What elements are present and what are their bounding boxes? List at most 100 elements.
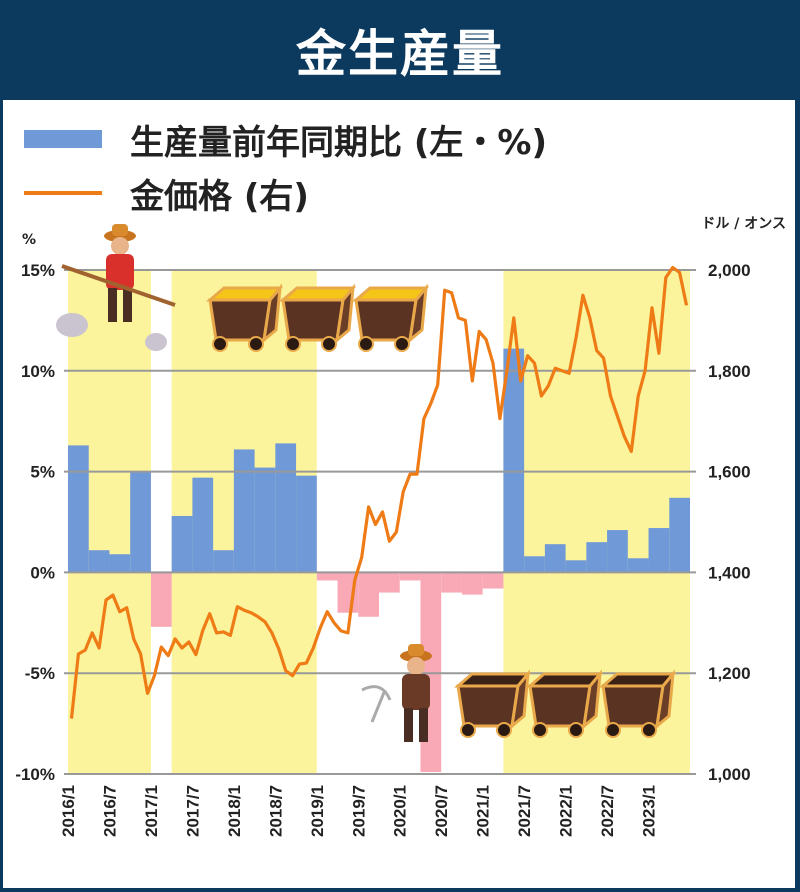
leg <box>404 708 413 742</box>
legend-label: 金価格 (右) <box>130 176 309 217</box>
cart-top <box>278 286 357 302</box>
bar-1 <box>88 550 110 573</box>
bar-24 <box>565 560 587 573</box>
bar-26 <box>607 530 628 573</box>
bar-8 <box>233 449 255 573</box>
bar-9 <box>254 467 276 573</box>
hat-top <box>408 644 424 656</box>
bar-2 <box>109 554 131 573</box>
bar-20 <box>482 572 504 589</box>
left-tick-label: 10% <box>21 362 55 381</box>
cart-wheel <box>460 722 476 738</box>
cart-side <box>654 669 675 730</box>
x-tick-label: 2019/1 <box>308 785 327 837</box>
bar-6 <box>192 477 214 573</box>
leg <box>123 288 132 322</box>
right-axis-unit: ドル / オンス <box>701 216 786 232</box>
left-tick-label: 5% <box>30 463 55 482</box>
x-tick-label: 2018/7 <box>266 785 285 837</box>
hat-top <box>112 224 128 236</box>
miner-shovel-icon <box>104 224 136 322</box>
empty-cart-icon <box>525 669 604 738</box>
left-tick-label: -10% <box>15 765 55 784</box>
gold-cart-icon <box>278 283 357 352</box>
empty-cart-icon <box>453 669 532 738</box>
empty-cart-icon <box>598 669 677 738</box>
legend-item-gold-price: 金価格 (右) <box>24 166 547 220</box>
bar-15 <box>379 572 400 593</box>
x-tick-label: 2021/7 <box>515 785 534 837</box>
legend-item-production: 生産量前年同期比 (左・%) <box>24 112 547 166</box>
body <box>106 254 134 290</box>
cart-body <box>456 684 520 728</box>
x-tick-label: 2017/1 <box>142 785 161 837</box>
x-tick-label: 2022/7 <box>598 785 617 837</box>
bar-14 <box>358 572 379 617</box>
x-tick-label: 2018/1 <box>225 785 244 837</box>
bar-19 <box>461 572 483 595</box>
bar-10 <box>275 443 297 573</box>
leg <box>419 708 428 742</box>
bar-12 <box>316 572 338 581</box>
cart-side <box>334 283 355 344</box>
shovel-icon <box>61 264 176 307</box>
head <box>111 237 129 255</box>
legend-label: 生産量前年同期比 (左・%) <box>130 122 547 163</box>
x-tick-label: 2023/1 <box>640 785 659 837</box>
bar-18 <box>441 572 462 593</box>
head <box>407 657 425 675</box>
bar-0 <box>68 445 89 573</box>
cart-side <box>261 283 282 344</box>
x-tick-label: 2021/1 <box>474 785 493 837</box>
cart-top <box>453 672 532 688</box>
cart-wheel <box>212 336 228 352</box>
right-tick-label: 1,200 <box>708 664 751 683</box>
bar-17 <box>420 572 442 772</box>
bar-28 <box>648 528 670 573</box>
bar-27 <box>627 558 649 573</box>
cart-wheel <box>532 722 548 738</box>
right-tick-label: 1,000 <box>708 765 751 784</box>
cart-top <box>598 672 677 688</box>
bar-23 <box>544 544 566 573</box>
bar-16 <box>399 572 421 581</box>
x-tick-label: 2016/1 <box>59 785 78 837</box>
cart-wheel <box>394 336 410 352</box>
legend: 生産量前年同期比 (左・%) 金価格 (右) <box>24 112 547 220</box>
x-tick-label: 2019/7 <box>349 785 368 837</box>
right-tick-label: 1,800 <box>708 362 751 381</box>
gold-cart-icon <box>205 283 284 352</box>
right-tick-label: 1,600 <box>708 463 751 482</box>
cart-top <box>525 672 604 688</box>
cart-side <box>407 283 428 344</box>
left-tick-label: -5% <box>25 664 55 683</box>
cart-wheel <box>321 336 337 352</box>
cart-wheel <box>285 336 301 352</box>
cart-wheel <box>358 336 374 352</box>
header: 金生産量 <box>0 0 800 100</box>
x-tick-label: 2020/7 <box>432 785 451 837</box>
gold-cart-icon <box>351 283 430 352</box>
bar-22 <box>524 556 545 573</box>
x-tick-label: 2020/1 <box>391 785 410 837</box>
cart-wheel <box>248 336 264 352</box>
bar-5 <box>171 515 193 573</box>
bar-25 <box>586 542 608 573</box>
cart-body <box>601 684 665 728</box>
cart-wheel <box>496 722 512 738</box>
body <box>402 674 430 710</box>
cart-top <box>205 286 284 302</box>
legend-swatch-bar <box>24 130 102 148</box>
rock-icon <box>56 313 88 337</box>
rock-icon <box>145 333 167 351</box>
left-axis-unit: % <box>22 232 36 248</box>
x-tick-label: 2017/7 <box>183 785 202 837</box>
cart-wheel <box>568 722 584 738</box>
bar-7 <box>213 550 234 573</box>
bar-29 <box>669 497 690 573</box>
miner-pickaxe-icon <box>400 644 432 742</box>
left-tick-label: 15% <box>21 261 55 280</box>
cart-top <box>351 286 430 302</box>
cart-side <box>509 669 530 730</box>
